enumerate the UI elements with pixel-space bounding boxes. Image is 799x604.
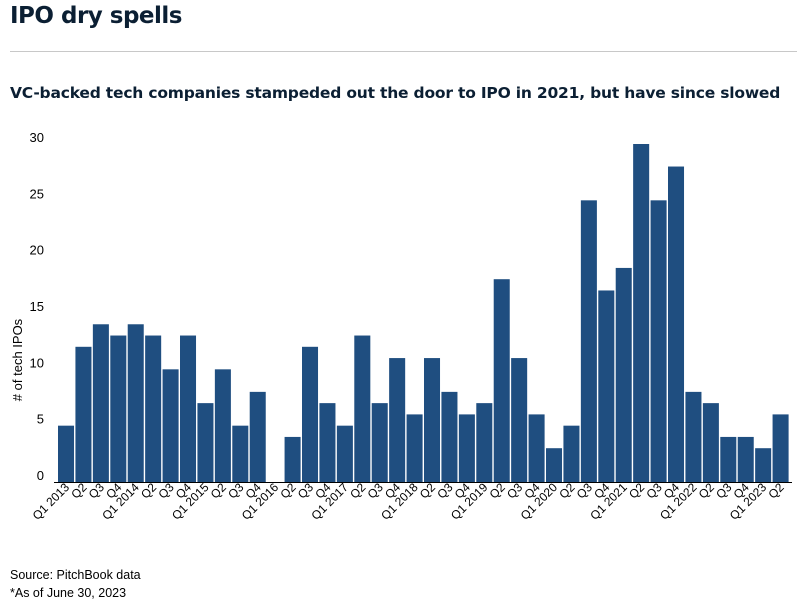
bar <box>685 391 702 482</box>
bar <box>702 403 719 482</box>
bar <box>319 403 336 482</box>
bar <box>424 358 441 482</box>
y-tick-label: 0 <box>37 468 44 483</box>
bar <box>511 358 528 482</box>
y-tick-label: 25 <box>30 186 44 201</box>
bar <box>668 166 685 482</box>
x-tick-label: Q1 2021 <box>587 480 630 523</box>
bar <box>755 448 772 482</box>
y-tick-label: 5 <box>37 412 44 427</box>
y-tick-label: 30 <box>30 130 44 145</box>
bar <box>772 414 789 482</box>
bar <box>563 425 580 482</box>
bars <box>58 144 789 482</box>
x-tick-label: Q1 2022 <box>657 480 700 523</box>
bar <box>284 436 301 482</box>
x-tick-label: Q1 2014 <box>99 480 142 523</box>
bar <box>75 346 92 482</box>
x-tick-label: Q1 2023 <box>727 480 770 523</box>
bar <box>197 403 214 482</box>
bar <box>458 414 475 482</box>
bar <box>58 425 75 482</box>
x-tick-label: Q1 2020 <box>518 480 561 523</box>
bar <box>633 144 650 482</box>
bar <box>615 267 632 482</box>
y-tick-label: 15 <box>30 299 44 314</box>
bar <box>354 335 371 482</box>
bar <box>249 391 266 482</box>
bar <box>737 436 754 482</box>
x-tick-label: Q1 2016 <box>239 480 282 523</box>
bar <box>214 369 231 482</box>
bar <box>546 448 563 482</box>
chart-title: IPO dry spells <box>10 3 183 29</box>
bar <box>650 200 667 482</box>
chart-subtitle: VC-backed tech companies stampeded out t… <box>10 84 781 102</box>
bar <box>302 346 319 482</box>
bar <box>336 425 353 482</box>
title-divider <box>10 51 797 52</box>
bar <box>441 391 458 482</box>
y-axis-label: # of tech IPOs <box>10 318 25 401</box>
bar <box>389 358 406 482</box>
bar <box>110 335 127 482</box>
x-tick-label: Q1 2013 <box>30 480 73 523</box>
bar <box>493 279 510 482</box>
bar <box>476 403 493 482</box>
x-tick-label: Q1 2015 <box>169 480 212 523</box>
bar <box>598 290 615 482</box>
bar <box>371 403 388 482</box>
x-tick-label: Q1 2018 <box>378 480 421 523</box>
bar <box>406 414 423 482</box>
y-tick-label: 10 <box>30 355 44 370</box>
bar <box>720 436 737 482</box>
bar <box>162 369 179 482</box>
source-note: Source: PitchBook data <box>10 568 141 582</box>
bar <box>92 324 109 482</box>
bar <box>127 324 144 482</box>
date-note: *As of June 30, 2023 <box>10 586 127 600</box>
bar <box>580 200 597 482</box>
y-axis: 0 5 10 15 20 25 30 <box>30 130 44 483</box>
bar <box>232 425 249 482</box>
x-tick-label: Q1 2019 <box>448 480 491 523</box>
x-tick-label: Q2 <box>765 480 786 501</box>
bar <box>145 335 162 482</box>
bar <box>528 414 545 482</box>
y-tick-label: 20 <box>30 243 44 258</box>
bar <box>180 335 197 482</box>
x-tick-label: Q1 2017 <box>309 480 352 523</box>
